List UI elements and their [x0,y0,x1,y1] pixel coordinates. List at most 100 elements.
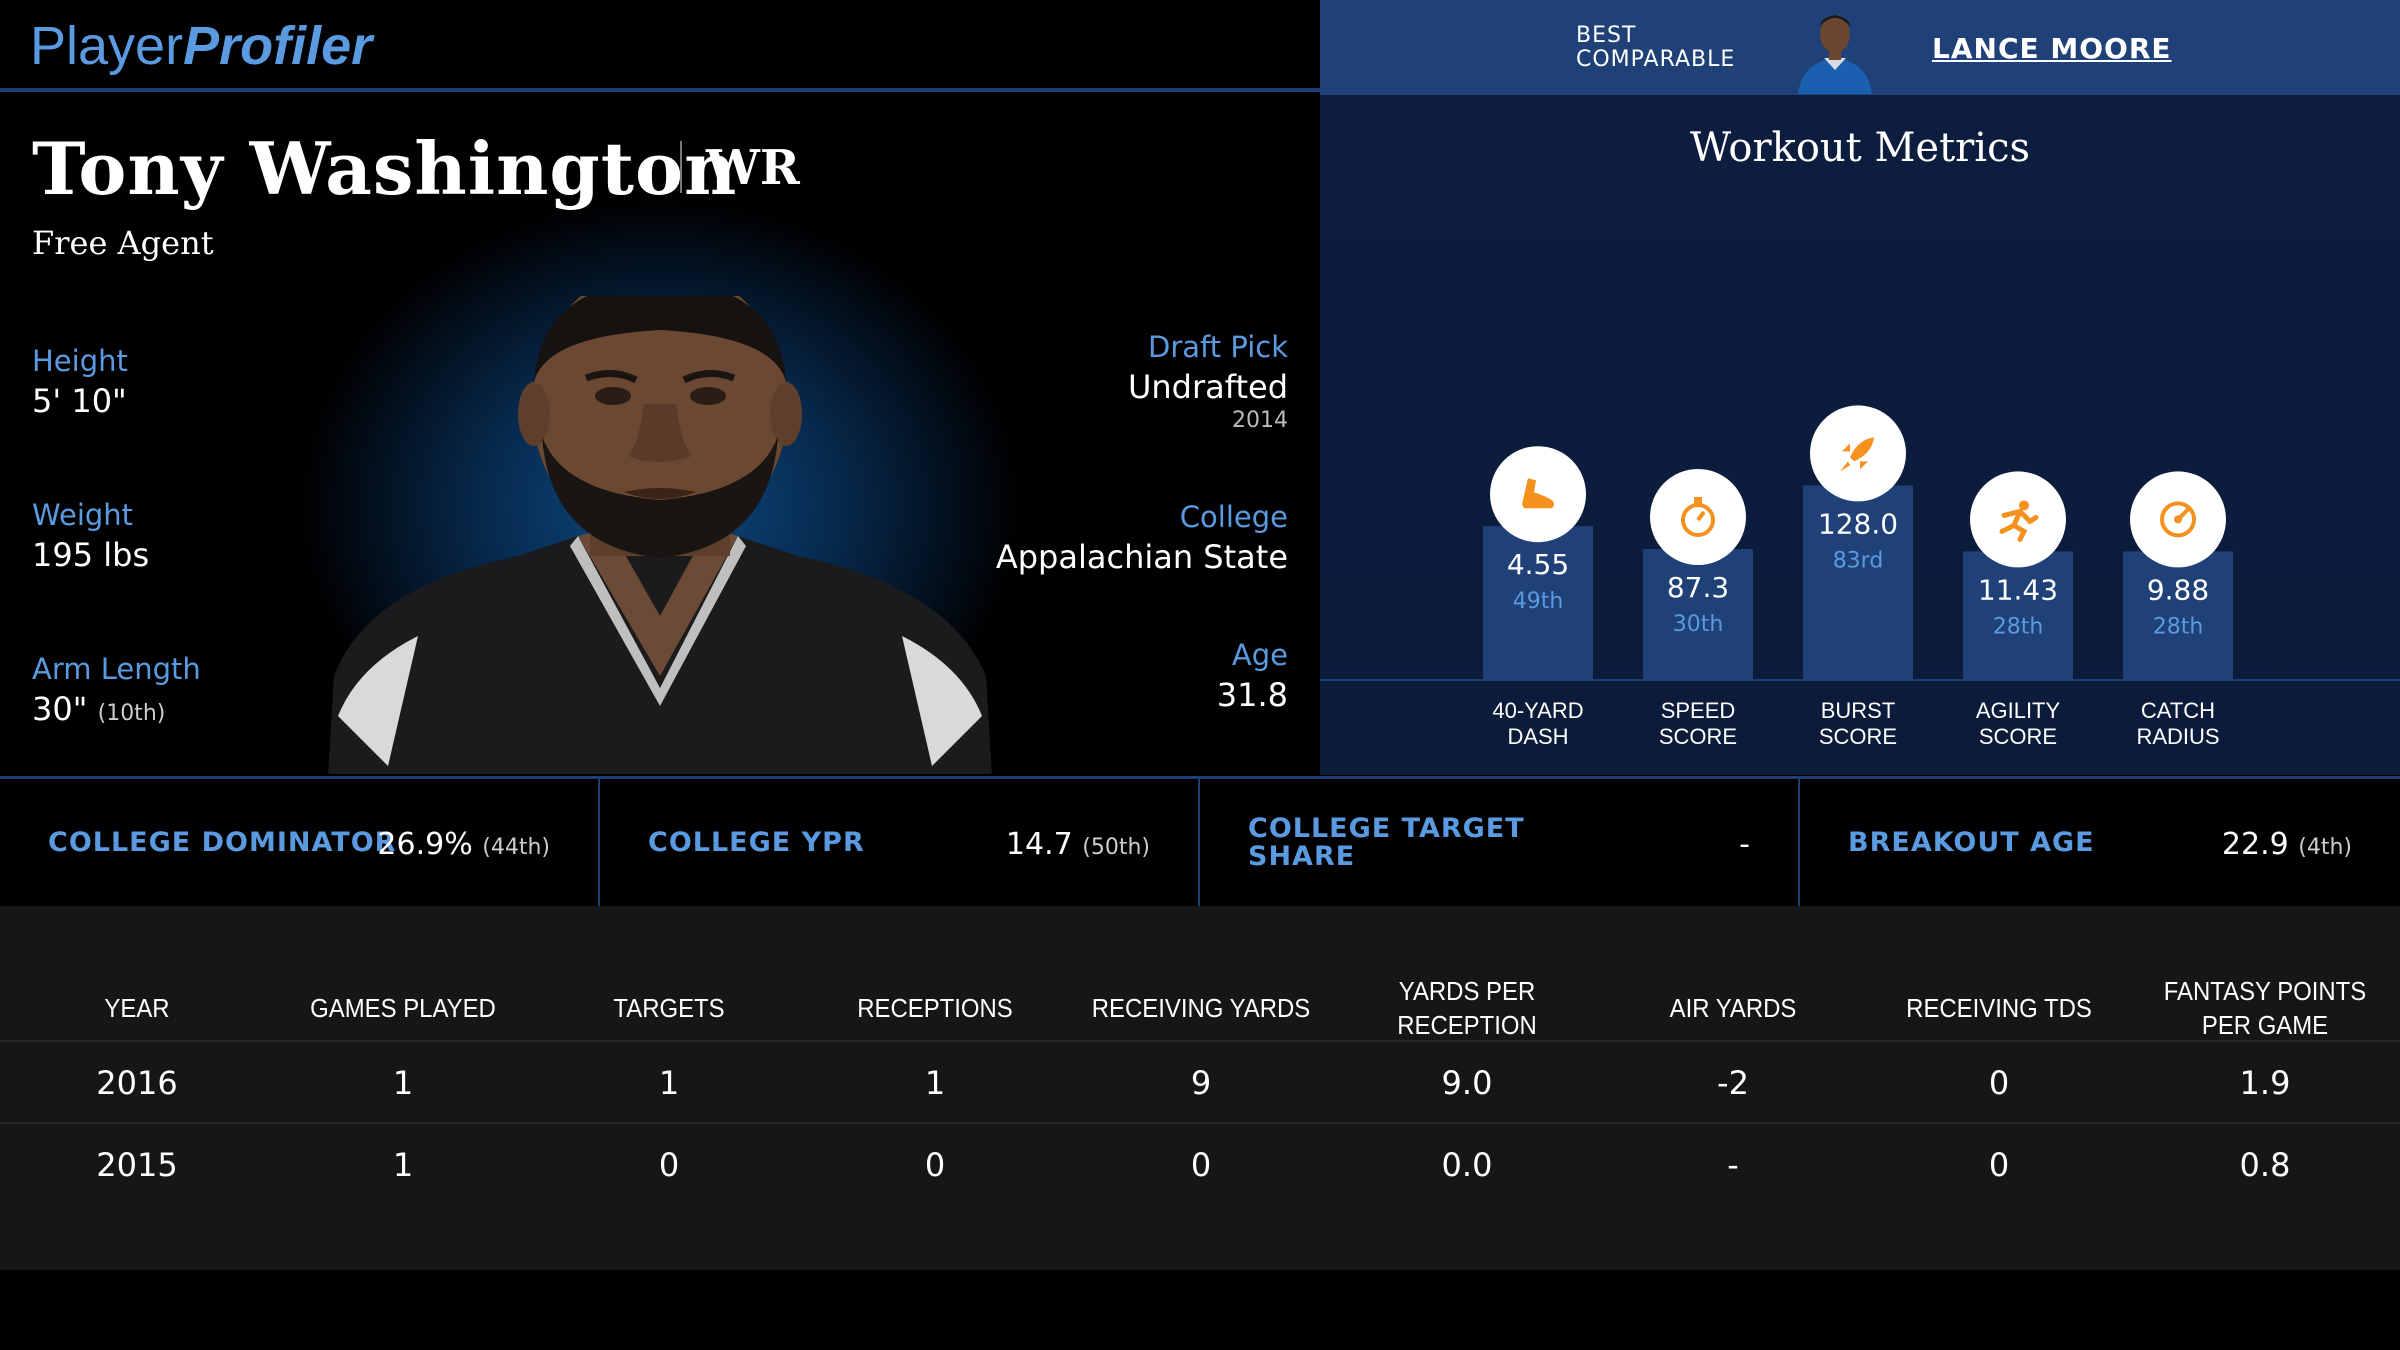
metric-college-ypr: COLLEGE YPR 14.7 (50th) [600,779,1200,906]
table-cell: - [1727,1146,1739,1184]
player-team: Free Agent [32,224,214,262]
workout-title: Workout Metrics [1689,125,2031,171]
workout-bar-rank: 28th [1993,614,2044,639]
table-cell: 0 [1988,1064,2010,1102]
height-value: 5' 10" [32,382,127,420]
workout-bar-value: 9.88 [2147,573,2209,606]
table-header-fantasy-ppg: FANTASY POINTS PER GAME [2163,976,2367,1040]
metric-value: 22.9 (4th) [2222,827,2352,862]
table-header-targets: TARGETS [613,993,725,1023]
table-header-year: YEAR [104,993,170,1023]
metric-number: 14.7 [1005,827,1073,862]
draft-pick-label: Draft Pick [1148,330,1288,364]
rocket-icon [1810,405,1906,502]
metric-value: 14.7 (50th) [1006,827,1150,862]
age-label: Age [1231,638,1288,672]
table-header-receiving-yards: RECEIVING YARDS [1091,993,1311,1023]
workout-bar-rect [2123,551,2233,680]
workout-bar-label: AGILITY [1976,698,2061,723]
table-header-ypr: YARDS PER RECEPTION [1397,976,1537,1040]
player-photo [328,296,992,774]
workout-bar-value: 128.0 [1818,507,1898,540]
workout-bar-value: 87.3 [1667,571,1729,604]
workout-bar-value: 11.43 [1978,573,2058,606]
college-value: Appalachian State [995,538,1288,576]
metric-label: COLLEGE TARGET SHARE [1248,813,1525,872]
metric-rank: (4th) [2298,835,2352,860]
arm-length-value: 30" (10th) [32,690,165,728]
workout-bar-label: DASH [1507,724,1568,749]
height-label: Height [32,344,128,378]
metric-label: BREAKOUT AGE [1848,827,2095,858]
stats-table: YEAR GAMES PLAYED TARGETS RECEPTIONS REC… [0,906,2400,1270]
table-cell: 0.0 [1441,1146,1493,1184]
workout-bar-rect [1643,549,1753,680]
table-cell: -2 [1717,1064,1749,1102]
workout-bar-label: SCORE [1819,724,1897,749]
workout-bar-label: SCORE [1659,724,1737,749]
workout-bar-label: SCORE [1979,724,2057,749]
table-divider [0,1040,2400,1042]
table-cell: 1 [658,1064,680,1102]
playerprofiler-logo[interactable]: PlayerProfiler [30,14,372,77]
table-header-games: GAMES PLAYED [310,993,496,1023]
workout-bar-label: 40-YARD [1492,698,1583,723]
page-footer-space [0,1270,2400,1350]
table-cell: 0.8 [2239,1146,2291,1184]
header-bar: PlayerProfiler [0,0,1320,92]
arm-length-number: 30" [32,690,88,728]
workout-chart: 4.5549th40-YARDDASH87.330thSPEEDSCORE128… [1320,405,2400,749]
table-cell: 1 [392,1064,414,1102]
table-cell: 0 [1988,1146,2010,1184]
metric-label: COLLEGE YPR [648,827,865,858]
arm-length-label: Arm Length [32,652,201,686]
college-label: College [1179,500,1288,534]
metric-value: - [1739,827,1750,862]
table-cell: 2015 [96,1146,178,1184]
player-name: Tony Washington [32,126,738,211]
metric-label: COLLEGE DOMINATOR [48,827,397,858]
age-value: 31.8 [1216,676,1288,714]
metric-number: 22.9 [2221,827,2289,862]
metric-rank: (44th) [482,835,550,860]
metric-number: - [1739,827,1750,862]
table-header-receiving-tds: RECEIVING TDS [1906,993,2092,1023]
draft-year: 2014 [1232,408,1288,433]
player-position: WR [706,140,800,196]
shoe-icon [1490,446,1586,543]
table-cell: 0 [658,1146,680,1184]
best-comparable-link[interactable]: LANCE MOORE [1932,32,2172,65]
table-cell: 9 [1190,1064,1212,1102]
table-header-air-yards: AIR YARDS [1669,993,1797,1023]
table-cell: 0 [1190,1146,1212,1184]
best-comparable-bar: BEST COMPARABLE LANCE MOORE [1320,0,2400,95]
name-divider [680,141,682,193]
workout-bar-rect [1483,526,1593,680]
weight-label: Weight [32,498,134,532]
table-header-receptions: RECEPTIONS [857,993,1013,1023]
arm-length-rank: (10th) [97,701,166,726]
workout-bar-label: SPEED [1661,698,1736,723]
workout-bar-rank: 28th [2153,614,2204,639]
logo-text-profiler: Profiler [183,16,373,76]
table-cell: 2016 [96,1064,178,1102]
metric-college-dominator: COLLEGE DOMINATOR 26.9% (44th) [0,779,600,906]
workout-metrics-panel: Workout Metrics 4.55 49th 40-YARD DASH 87.3 3… [1320,95,2400,775]
runner-icon [1970,471,2066,568]
table-cell: 1 [924,1064,946,1102]
workout-bar-rect [1963,551,2073,680]
weight-value: 195 lbs [32,536,150,574]
workout-bar-label: CATCH [2141,698,2215,723]
metric-value: 26.9% (44th) [377,827,550,862]
table-cell: 1 [392,1146,414,1184]
stopwatch-icon [1650,469,1746,565]
workout-bar-rank: 83rd [1833,548,1884,573]
metric-rank: (50th) [1082,835,1150,860]
college-metrics-strip: COLLEGE DOMINATOR 26.9% (44th) COLLEGE Y… [0,776,2400,906]
workout-bar-rank: 49th [1513,589,1564,614]
